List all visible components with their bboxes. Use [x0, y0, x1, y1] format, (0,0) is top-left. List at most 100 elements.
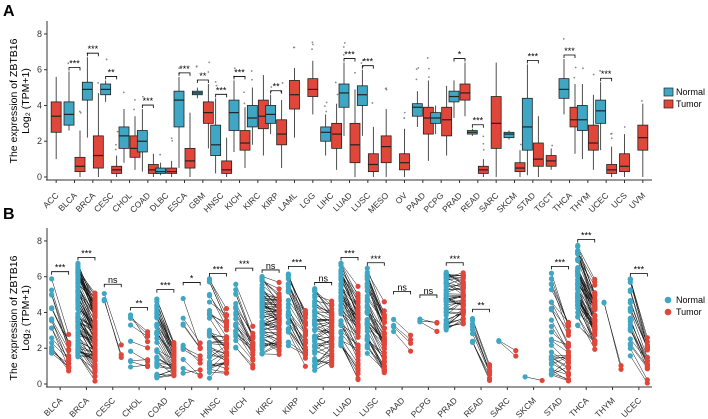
point-normal-blca [49, 317, 55, 324]
point-tumor-ucec [644, 377, 650, 383]
pair-line-brca [77, 345, 96, 353]
outlier-point [562, 38, 565, 40]
point-tumor-thca [592, 304, 598, 310]
point-tumor-lusc [381, 312, 387, 318]
x-tick-label-lgg: LGG [297, 190, 317, 210]
outlier-point [385, 88, 388, 91]
x-tick-label-ucs: UCS [609, 190, 629, 210]
outlier-point [574, 66, 577, 69]
outlier-point [610, 132, 613, 135]
box-ucs-tumor [619, 153, 630, 173]
pair-line-blca [51, 351, 69, 364]
point-tumor-lusc [381, 299, 387, 305]
pair-line-prad [446, 300, 464, 303]
point-tumor-thca [592, 346, 598, 352]
pair-line-brca [77, 320, 96, 346]
point-normal-brca [75, 352, 81, 358]
pair-line-kirc [262, 323, 280, 327]
point-normal-hnsc [206, 369, 213, 375]
pair-line-hnsc [209, 314, 227, 331]
point-tumor-hnsc [223, 327, 230, 333]
point-normal-kich [233, 291, 239, 297]
point-normal-lihc [312, 350, 318, 356]
point-tumor-read [486, 369, 493, 375]
point-tumor-lusc [381, 340, 387, 346]
box-kich-normal [228, 99, 240, 131]
pair-line-kirp [288, 322, 306, 355]
pair-line-thca [577, 305, 595, 327]
point-tumor-hnsc [223, 352, 230, 358]
significance-bracket [314, 282, 333, 286]
point-normal-lihc [312, 358, 318, 364]
pair-line-thca [577, 284, 595, 310]
pair-line-kich [235, 284, 254, 327]
pair-line-kirc [261, 289, 280, 310]
outlier-point [482, 135, 485, 138]
pair-line-skcm [525, 376, 543, 381]
pair-line-stad [551, 369, 569, 376]
point-tumor-lihc [329, 360, 335, 366]
point-tumor-lusc [381, 325, 387, 331]
pair-line-kirc [262, 330, 280, 336]
point-normal-thca [575, 322, 581, 328]
pair-line-stad [551, 356, 569, 368]
pair-line-stad [551, 363, 569, 374]
point-normal-hnsc [206, 279, 213, 285]
point-normal-ucec [627, 287, 633, 293]
point-tumor-brca [92, 309, 98, 315]
point-tumor-hnsc [223, 306, 230, 312]
pair-line-kirc [262, 343, 280, 347]
pair-line-coad [156, 333, 175, 355]
point-tumor-esca [197, 345, 203, 351]
pair-line-lusc [367, 279, 385, 329]
pair-line-prad [446, 272, 464, 278]
point-normal-ucec [627, 325, 633, 331]
point-normal-lihc [312, 298, 318, 304]
point-tumor-kirp [302, 322, 308, 328]
pair-line-luad [340, 309, 359, 328]
pair-line-lihc [314, 325, 332, 337]
significance-label: *** [473, 116, 484, 126]
pair-line-prad [446, 283, 464, 295]
pair-line-kirc [261, 298, 280, 321]
outlier-point [97, 82, 100, 84]
outlier-point [426, 57, 429, 59]
point-normal-brca [75, 285, 81, 291]
x-tick-label-kich: KICH [227, 395, 248, 416]
pair-line-kirc [261, 337, 280, 350]
point-tumor-brca [92, 368, 98, 374]
pair-line-lusc [367, 322, 385, 340]
pair-line-brca [77, 304, 96, 332]
pair-line-kirc [261, 307, 280, 323]
outlier-point [251, 78, 253, 81]
outlier-point [428, 67, 430, 70]
pair-line-kirc [261, 341, 280, 352]
point-normal-prad [443, 269, 449, 275]
point-tumor-stad [565, 360, 572, 366]
point-normal-esca [180, 315, 186, 321]
pair-line-thca [577, 294, 595, 331]
pair-line-kich [235, 307, 253, 334]
outlier-point [417, 66, 420, 69]
pair-line-kirc [262, 334, 280, 340]
point-normal-thca [575, 281, 581, 288]
pair-line-cesc [104, 293, 122, 346]
pair-line-kirp [288, 307, 306, 348]
point-normal-blca [49, 325, 55, 331]
pair-line-kirc [261, 280, 280, 290]
pair-line-brca [77, 263, 96, 306]
pair-line-kirp [288, 314, 306, 335]
significance-label: *** [371, 254, 382, 264]
point-tumor-sarc [513, 348, 519, 354]
significance-bracket [77, 257, 96, 261]
point-normal-kirp [285, 273, 291, 279]
pair-line-kirc [261, 324, 280, 338]
pair-line-thca [577, 305, 595, 344]
point-tumor-hnsc [223, 341, 230, 347]
x-tick-label-coad: COAD [128, 190, 152, 214]
point-tumor-coad [171, 373, 177, 379]
point-tumor-cesc [118, 342, 124, 348]
point-normal-brca [75, 314, 81, 320]
pair-line-luad [340, 345, 359, 379]
point-normal-kirp [285, 327, 291, 333]
